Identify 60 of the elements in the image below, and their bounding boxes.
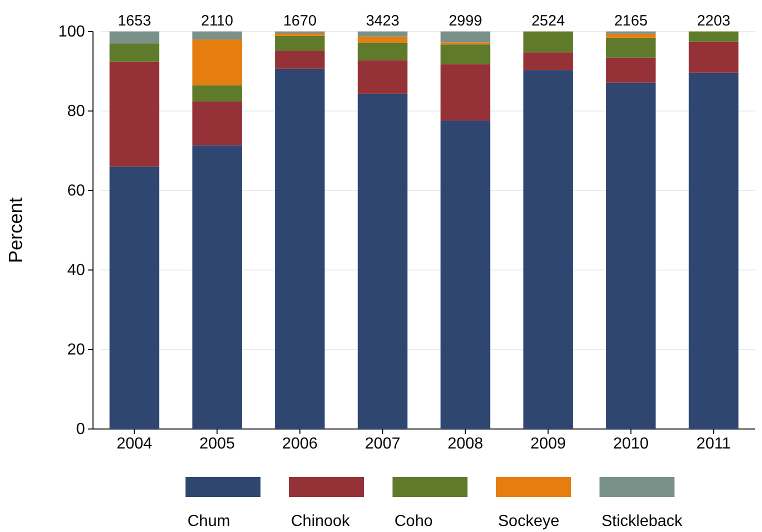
x-tick-label: 2004 [116,435,152,452]
bar [275,68,325,429]
annotation: 2999 [448,12,482,30]
x-tick-label: 2007 [364,435,401,452]
bar [606,82,656,429]
bar [358,94,408,429]
bar [523,70,573,429]
y-tick-label: 100 [58,24,86,41]
bar [606,58,656,83]
bar [110,32,160,44]
bar [275,36,325,51]
x-tick-label: 2010 [613,435,649,452]
bar [688,72,738,429]
bar [275,50,325,69]
bar [688,32,738,42]
x-tick-label: 2011 [696,435,731,452]
bar [192,145,242,429]
bar [358,42,408,60]
x-tick-label: 2009 [530,435,566,452]
legend-label: Chum [188,513,230,530]
x-tick-label: 2006 [282,435,318,452]
x-tick-label: 2008 [448,435,484,452]
y-axis-title: Percent [6,196,27,263]
bar [192,32,242,40]
bar [275,33,325,36]
bar [192,39,242,86]
y-tick-label: 80 [67,103,86,120]
bar [440,44,490,64]
y-tick-label: 0 [76,421,86,438]
bar [440,64,490,121]
annotation: 1653 [118,12,152,30]
annotation: 1670 [283,12,317,30]
legend-label: Chinook [291,513,351,530]
bar [358,36,408,43]
bar [110,166,160,429]
annotation: 3423 [366,12,400,30]
annotation: 2110 [200,12,234,30]
bar [523,32,573,52]
bar [606,38,656,58]
bar [606,34,656,38]
y-tick-label: 20 [67,342,86,359]
bar [358,60,408,94]
bar [192,85,242,102]
legend-label: Stickleback [602,513,684,530]
bar [358,32,408,37]
bar [440,120,490,429]
bar [110,43,160,62]
bar [688,42,738,73]
legend-label: Coho [394,513,433,530]
bar [523,52,573,70]
bar [192,101,242,146]
bar [440,32,490,42]
y-tick-label: 60 [67,182,86,200]
bar [110,62,160,167]
y-tick-label: 40 [67,262,86,280]
x-tick-label: 2005 [199,435,236,452]
annotation: 2524 [531,12,565,30]
annotation: 2203 [696,12,730,30]
legend-label: Sockeye [498,513,560,530]
annotation: 2165 [614,12,648,30]
